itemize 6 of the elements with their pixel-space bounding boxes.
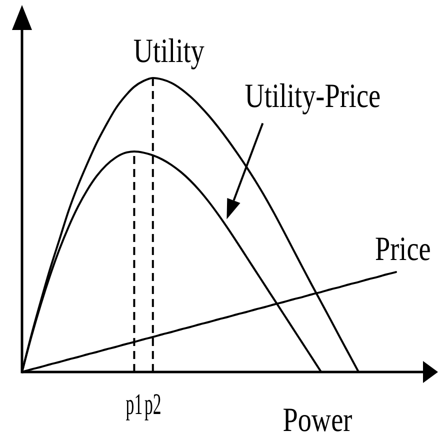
text: Utility-Price [244, 77, 381, 115]
series-label: Utility [133, 32, 205, 70]
x-tick-label: p1 [126, 388, 143, 422]
x-axis-title: Power [282, 401, 352, 437]
series-label: Price [375, 230, 431, 268]
x-tick-label: p2 [144, 388, 162, 422]
